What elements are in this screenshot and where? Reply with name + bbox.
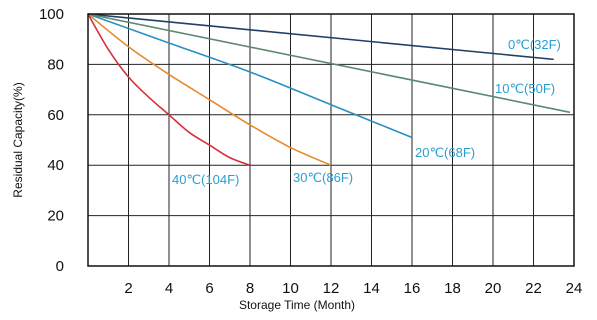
series-labels: 0℃(32F) 10℃(50F) 20℃(68F) 30℃(86F) 40℃(104F) bbox=[172, 37, 561, 187]
x-tick-label: 4 bbox=[165, 280, 173, 297]
plot-border bbox=[87, 13, 575, 267]
x-tick-label: 8 bbox=[246, 280, 254, 297]
x-tick-label: 24 bbox=[566, 280, 583, 297]
x-tick-label: 20 bbox=[485, 280, 502, 297]
x-tick-label: 12 bbox=[323, 280, 340, 297]
x-tick-label: 18 bbox=[444, 280, 461, 297]
y-tick-label: 60 bbox=[47, 107, 64, 124]
series-line bbox=[87, 13, 251, 166]
x-tick-label: 16 bbox=[404, 280, 421, 297]
series-label: 20℃(68F) bbox=[415, 145, 475, 160]
series-line bbox=[87, 13, 332, 166]
y-tick-labels: 0 20 40 60 80 100 bbox=[39, 6, 64, 275]
x-tick-label: 22 bbox=[525, 280, 542, 297]
y-tick-label: 40 bbox=[47, 157, 64, 174]
series-line bbox=[87, 13, 571, 114]
x-tick-label: 6 bbox=[205, 280, 213, 297]
series-lines bbox=[87, 13, 571, 166]
series-line bbox=[87, 13, 554, 61]
grid-lines bbox=[88, 14, 574, 266]
x-tick-labels: 2 4 6 8 10 12 14 16 18 20 22 24 bbox=[124, 280, 582, 297]
plot-frame bbox=[87, 13, 575, 267]
series-line bbox=[87, 13, 413, 139]
y-tick-label: 20 bbox=[47, 208, 64, 225]
x-tick-label: 2 bbox=[124, 280, 132, 297]
series-label: 0℃(32F) bbox=[508, 37, 561, 52]
y-axis-label: Residual Capacity(%) bbox=[11, 82, 25, 197]
series-label: 40℃(104F) bbox=[172, 172, 239, 187]
y-tick-label: 80 bbox=[47, 56, 64, 73]
x-tick-label: 10 bbox=[282, 280, 299, 297]
y-tick-label: 100 bbox=[39, 6, 64, 23]
y-tick-label: 0 bbox=[56, 258, 64, 275]
x-tick-label: 14 bbox=[363, 280, 380, 297]
x-axis-label: Storage Time (Month) bbox=[239, 298, 355, 312]
series-label: 10℃(50F) bbox=[495, 81, 555, 96]
series-label: 30℃(86F) bbox=[293, 170, 353, 185]
